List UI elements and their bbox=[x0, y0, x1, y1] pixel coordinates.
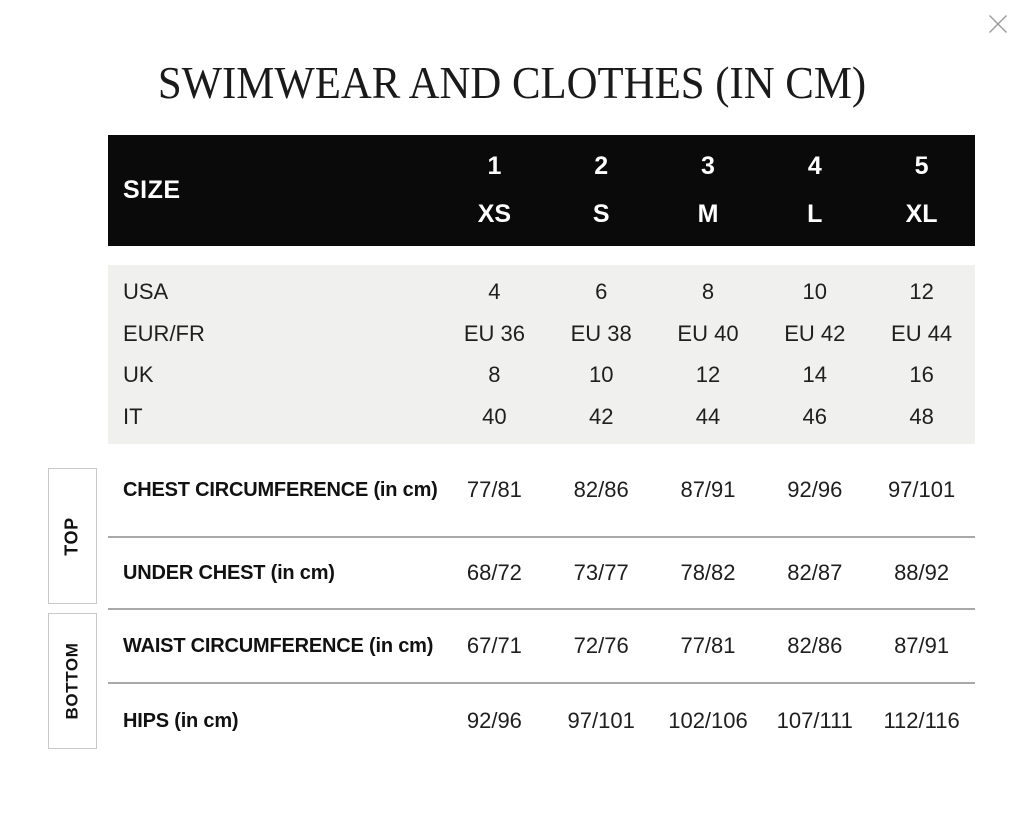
table-row-uk: UK 8 10 12 14 16 bbox=[108, 355, 975, 397]
row-label: USA bbox=[123, 278, 169, 304]
size-value: 12 bbox=[909, 278, 934, 304]
table-row-it: IT 40 42 44 46 48 bbox=[108, 396, 975, 438]
measurement-value: 82/86 bbox=[787, 633, 843, 658]
size-value: 10 bbox=[802, 278, 828, 304]
measurement-value: 82/87 bbox=[787, 560, 843, 585]
size-value: 14 bbox=[802, 362, 828, 388]
table-row-waist: WAIST CIRCUMFERENCE (in cm) 67/71 72/76 … bbox=[108, 610, 975, 684]
size-value: EU 44 bbox=[891, 320, 953, 346]
measurement-value: 68/72 bbox=[466, 560, 522, 585]
size-value: 8 bbox=[701, 278, 715, 304]
table-row-eurfr: EUR/FR EU 36 EU 38 EU 40 EU 42 EU 44 bbox=[108, 313, 975, 355]
measurement-value: 102/106 bbox=[668, 708, 748, 733]
size-value: 42 bbox=[588, 404, 614, 430]
measurement-label: UNDER CHEST (in cm) bbox=[123, 561, 335, 584]
table-row-hips: HIPS (in cm) 92/96 97/101 102/106 107/11… bbox=[108, 684, 975, 758]
region-size-table: USA 4 6 8 10 12 EUR/FR EU 36 EU 38 EU 40… bbox=[108, 265, 975, 444]
size-value: EU 38 bbox=[570, 320, 632, 346]
measurement-value: 77/81 bbox=[466, 477, 522, 502]
close-button[interactable] bbox=[986, 12, 1010, 36]
size-value: 6 bbox=[595, 278, 608, 304]
size-value: 12 bbox=[695, 362, 721, 388]
measurement-value: 97/101 bbox=[567, 708, 635, 733]
measurement-value: 87/91 bbox=[894, 633, 950, 658]
size-header-label: SIZE bbox=[123, 176, 181, 204]
size-number: 5 bbox=[914, 151, 929, 180]
size-letter: XS bbox=[477, 200, 512, 229]
measurements-table: CHEST CIRCUMFERENCE (in cm) 77/81 82/86 … bbox=[108, 444, 975, 758]
measurement-value: 67/71 bbox=[466, 633, 522, 658]
group-box-top: TOP bbox=[48, 468, 97, 604]
measurement-value: 73/77 bbox=[573, 560, 629, 585]
size-value: 44 bbox=[695, 404, 721, 430]
size-number: 3 bbox=[701, 151, 715, 180]
size-value: 46 bbox=[802, 404, 828, 430]
page-title: SWIMWEAR AND CLOTHES (IN CM) bbox=[157, 57, 867, 108]
group-box-bottom: BOTTOM bbox=[48, 613, 97, 749]
row-label: EUR/FR bbox=[123, 320, 205, 346]
table-row-usa: USA 4 6 8 10 12 bbox=[108, 271, 975, 313]
size-value: EU 36 bbox=[463, 320, 525, 346]
row-label: UK bbox=[123, 362, 154, 388]
size-value: 8 bbox=[488, 362, 501, 388]
size-header: SIZE 1 2 3 4 5 XS S M L XL bbox=[108, 135, 975, 246]
measurement-value: 78/82 bbox=[680, 560, 736, 585]
size-number: 4 bbox=[807, 151, 822, 180]
size-number: 1 bbox=[487, 151, 502, 180]
measurement-value: 72/76 bbox=[573, 633, 629, 658]
measurement-value: 82/86 bbox=[573, 477, 629, 502]
measurement-value: 88/92 bbox=[894, 560, 950, 585]
measurement-value: 92/96 bbox=[787, 477, 843, 502]
size-letter: S bbox=[592, 200, 610, 229]
size-value: 40 bbox=[482, 404, 507, 430]
size-value: 48 bbox=[909, 404, 934, 430]
size-letter: M bbox=[697, 200, 719, 229]
measurement-label: CHEST CIRCUMFERENCE (in cm) bbox=[123, 478, 438, 501]
row-label: IT bbox=[123, 404, 143, 430]
measurement-value: 107/111 bbox=[776, 708, 853, 733]
measurement-label: HIPS (in cm) bbox=[123, 709, 239, 732]
group-label-top: TOP bbox=[61, 516, 82, 556]
measurement-label: WAIST CIRCUMFERENCE (in cm) bbox=[123, 634, 434, 657]
measurement-value: 97/101 bbox=[887, 477, 956, 502]
measurement-value: 77/81 bbox=[680, 633, 736, 658]
measurement-value: 87/91 bbox=[680, 477, 736, 502]
measurement-value: 92/96 bbox=[466, 708, 522, 733]
size-letter: XL bbox=[905, 200, 938, 229]
table-row-chest: CHEST CIRCUMFERENCE (in cm) 77/81 82/86 … bbox=[108, 444, 975, 538]
close-icon bbox=[989, 15, 1007, 33]
size-value: 16 bbox=[909, 362, 934, 388]
size-number: 2 bbox=[594, 151, 609, 180]
group-label-bottom: BOTTOM bbox=[62, 642, 82, 720]
size-value: EU 42 bbox=[784, 320, 846, 346]
table-row-under-chest: UNDER CHEST (in cm) 68/72 73/77 78/82 82… bbox=[108, 538, 975, 610]
size-value: 4 bbox=[488, 278, 501, 304]
size-value: EU 40 bbox=[677, 320, 739, 346]
measurement-value: 112/116 bbox=[883, 708, 960, 733]
size-letter: L bbox=[807, 200, 823, 229]
size-value: 10 bbox=[588, 362, 614, 388]
